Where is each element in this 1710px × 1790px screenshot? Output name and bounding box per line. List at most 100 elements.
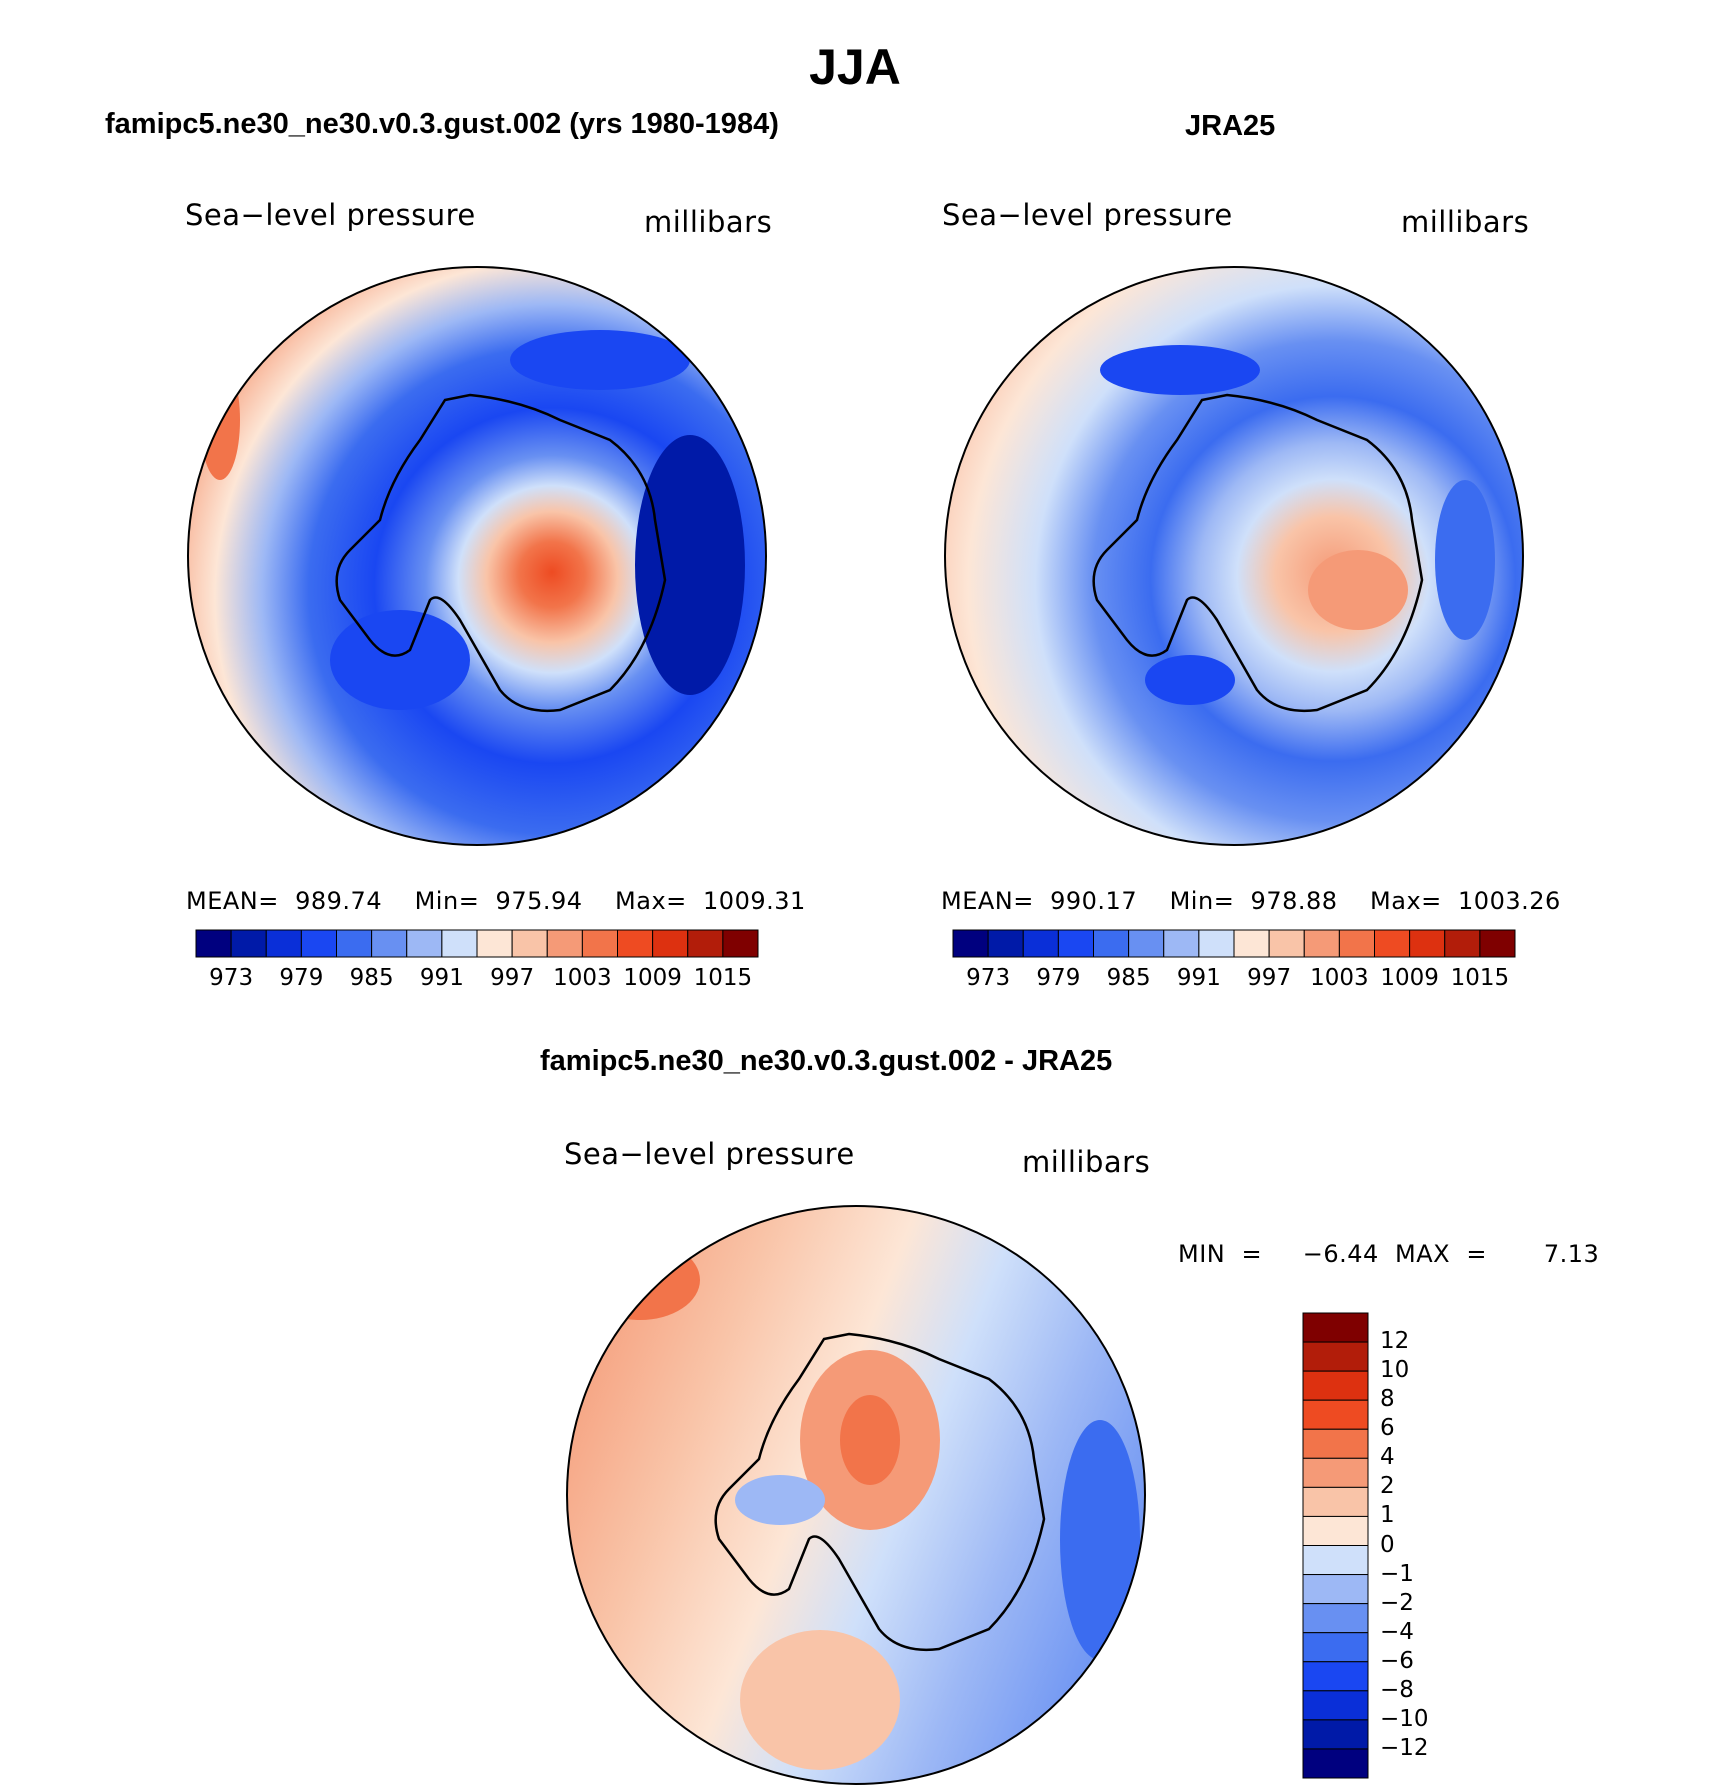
panel2-colorbar-box-4 — [1093, 929, 1130, 958]
panel1-map — [187, 266, 767, 846]
panel2-colorbar-box-2 — [1022, 929, 1059, 958]
panel2-coastline — [1092, 393, 1424, 712]
panel1-colorbar-box-3 — [300, 929, 337, 958]
panel2-colorbar-box-7 — [1198, 929, 1235, 958]
panel2-colorbar-tick-6: 1009 — [1380, 965, 1439, 991]
panel2-colorbar-tick-1: 979 — [1036, 965, 1081, 991]
panel1-colorbar-tick-6: 1009 — [623, 965, 682, 991]
panel3-high-northwest — [580, 1240, 700, 1320]
panel3-colorbar-box-9 — [1302, 1574, 1369, 1605]
panel2-low-south — [1145, 655, 1235, 705]
panel2-colorbar-box-0 — [952, 929, 989, 958]
panel2-colorbar-box-10 — [1303, 929, 1340, 958]
panel1-colorbar-box-10 — [546, 929, 583, 958]
panel2-colorbar-box-14 — [1444, 929, 1481, 958]
panel2-title: JRA25 — [1185, 110, 1276, 142]
panel2-map-border — [944, 266, 1524, 846]
panel1-colorbar-tick-0: 973 — [209, 965, 254, 991]
panel3-colorbar-box-15 — [1302, 1748, 1369, 1779]
panel2-colorbar-box-8 — [1233, 929, 1270, 958]
panel1-coastline — [335, 393, 667, 712]
panel3-colorbar-tick-0: 12 — [1380, 1328, 1410, 1355]
panel3-colorbar-box-1 — [1302, 1341, 1369, 1372]
panel2-colorbar-box-3 — [1057, 929, 1094, 958]
panel3-colorbar-tick-8: −1 — [1380, 1560, 1414, 1587]
panel3-low-west — [735, 1475, 825, 1525]
panel2-low-north — [1100, 345, 1260, 395]
panel3-high-core — [840, 1395, 900, 1485]
panel3-colorbar-tick-7: 0 — [1380, 1531, 1395, 1558]
panel3-colorbar-box-7 — [1302, 1515, 1369, 1546]
panel3-low-east — [1060, 1420, 1140, 1660]
panel1-colorbar — [195, 929, 759, 958]
panel1-colorbar-tick-1: 979 — [279, 965, 324, 991]
panel3-colorbar-tick-2: 8 — [1380, 1386, 1395, 1413]
panel3-map-border — [566, 1205, 1146, 1785]
panel3-high-south — [740, 1630, 900, 1770]
panel2-colorbar-tick-2: 985 — [1106, 965, 1151, 991]
panel1-units-label: millibars — [644, 205, 773, 239]
panel3-colorbar-tick-10: −4 — [1380, 1618, 1414, 1645]
panel1-colorbar-box-13 — [652, 929, 689, 958]
panel3-colorbar-box-14 — [1302, 1719, 1369, 1750]
panel3-colorbar-tick-9: −2 — [1380, 1589, 1414, 1616]
panel3-colorbar-box-6 — [1302, 1486, 1369, 1517]
panel1-colorbar-box-2 — [265, 929, 302, 958]
panel1-variable-label: Sea−level pressure — [185, 198, 476, 232]
panel3-colorbar-box-5 — [1302, 1457, 1369, 1488]
panel1-colorbar-box-8 — [476, 929, 513, 958]
panel3-map — [566, 1205, 1146, 1785]
panel1-colorbar-box-1 — [230, 929, 267, 958]
panel3-colorbar-tick-1: 10 — [1380, 1357, 1410, 1384]
panel2-colorbar-tick-4: 997 — [1247, 965, 1292, 991]
panel3-colorbar-tick-11: −6 — [1380, 1647, 1414, 1674]
panel2-colorbar-box-15 — [1479, 929, 1516, 958]
panel1-colorbar-tick-3: 991 — [419, 965, 464, 991]
panel2-colorbar-box-12 — [1374, 929, 1411, 958]
panel1-colorbar-tick-4: 997 — [490, 965, 535, 991]
panel3-colorbar-tick-14: −12 — [1380, 1734, 1429, 1761]
panel3-colorbar-box-8 — [1302, 1545, 1369, 1576]
panel1-colorbar-box-11 — [581, 929, 618, 958]
panel2-colorbar-tick-5: 1003 — [1310, 965, 1369, 991]
panel3-variable-label: Sea−level pressure — [564, 1137, 855, 1171]
panel3-colorbar-tick-3: 6 — [1380, 1415, 1395, 1442]
panel3-colorbar-tick-5: 2 — [1380, 1473, 1395, 1500]
panel1-colorbar-tick-5: 1003 — [553, 965, 612, 991]
panel3-colorbar-box-4 — [1302, 1428, 1369, 1459]
panel2-colorbar-box-13 — [1409, 929, 1446, 958]
panel3-colorbar-box-13 — [1302, 1690, 1369, 1721]
panel1-colorbar-box-4 — [336, 929, 373, 958]
panel2-stats: MEAN= 990.17 Min= 978.88 Max= 1003.26 — [941, 887, 1561, 915]
panel2-colorbar-box-11 — [1338, 929, 1375, 958]
panel2-colorbar — [952, 929, 1516, 958]
panel1-low-east — [635, 435, 745, 695]
panel1-colorbar-box-9 — [511, 929, 548, 958]
figure-title: JJA — [809, 39, 901, 95]
panel3-colorbar-tick-6: 1 — [1380, 1502, 1395, 1529]
panel3-colorbar-box-2 — [1302, 1370, 1369, 1401]
panel3-stats: MIN = −6.44 MAX = 7.13 — [1178, 1240, 1600, 1268]
panel3-title: famipc5.ne30_ne30.v0.3.gust.002 - JRA25 — [540, 1045, 1113, 1077]
panel3-units-label: millibars — [1022, 1145, 1151, 1179]
panel2-colorbar-tick-7: 1015 — [1450, 965, 1510, 991]
panel2-low-east — [1435, 480, 1495, 640]
panel2-colorbar-tick-0: 973 — [966, 965, 1011, 991]
panel1-stats: MEAN= 989.74 Min= 975.94 Max= 1009.31 — [186, 887, 806, 915]
panel1-colorbar-box-7 — [441, 929, 478, 958]
panel2-colorbar-box-9 — [1268, 929, 1305, 958]
panel1-high-edge — [200, 360, 240, 480]
panel3-colorbar-box-3 — [1302, 1399, 1369, 1430]
panel3-colorbar — [1302, 1312, 1369, 1779]
panel1-colorbar-box-14 — [687, 929, 724, 958]
panel2-colorbar-box-1 — [987, 929, 1024, 958]
panel3-colorbar-box-10 — [1302, 1603, 1369, 1634]
panel1-title: famipc5.ne30_ne30.v0.3.gust.002 (yrs 198… — [105, 108, 779, 140]
panel3-colorbar-box-11 — [1302, 1632, 1369, 1663]
panel3-colorbar-box-0 — [1302, 1312, 1369, 1343]
panel2-units-label: millibars — [1401, 205, 1530, 239]
panel1-colorbar-box-0 — [195, 929, 232, 958]
panel1-map-border — [187, 266, 767, 846]
panel1-colorbar-tick-7: 1015 — [693, 965, 753, 991]
